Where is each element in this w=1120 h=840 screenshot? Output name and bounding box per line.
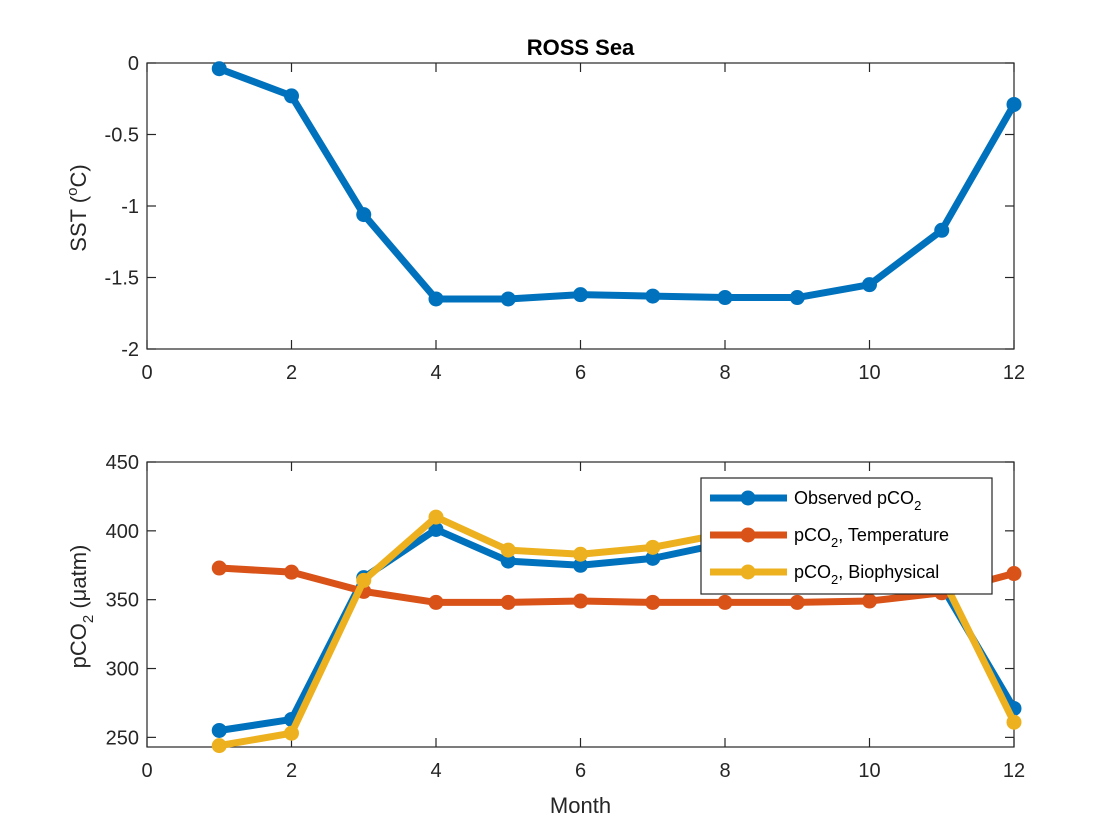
data-point bbox=[284, 564, 299, 580]
data-point bbox=[211, 560, 227, 576]
y-tick-label: -0.5 bbox=[105, 125, 139, 147]
data-point bbox=[645, 539, 661, 555]
data-point bbox=[717, 594, 733, 610]
y-tick-label: 400 bbox=[106, 521, 139, 543]
legend-entry: pCO2, Biophysical bbox=[710, 562, 939, 587]
data-point bbox=[573, 287, 588, 303]
data-point bbox=[428, 509, 444, 525]
x-tick-label: 4 bbox=[430, 362, 441, 384]
y-tick-label: 250 bbox=[106, 727, 139, 749]
data-point bbox=[573, 593, 588, 609]
x-tick-label: 2 bbox=[286, 760, 297, 782]
x-tick-label: 6 bbox=[575, 362, 586, 384]
data-point bbox=[862, 593, 877, 609]
legend-label: pCO2, Temperature bbox=[794, 525, 949, 550]
series-line bbox=[215, 564, 1018, 606]
x-tick-label: 12 bbox=[1003, 362, 1025, 384]
y-tick-label: -1 bbox=[121, 196, 139, 218]
data-point bbox=[645, 594, 661, 610]
x-tick-label: 2 bbox=[286, 362, 297, 384]
legend-label: pCO2, Biophysical bbox=[794, 562, 939, 587]
y-axis-label-main: pCO bbox=[66, 623, 91, 668]
data-point bbox=[428, 594, 444, 610]
y-tick-label: 350 bbox=[106, 590, 139, 612]
series-line bbox=[215, 65, 1018, 303]
data-point bbox=[211, 722, 227, 738]
data-point bbox=[500, 291, 516, 307]
y-axis-label: SST (oC) bbox=[64, 164, 91, 251]
axes-box bbox=[146, 62, 1015, 350]
y-axis-label-sub: 2 bbox=[80, 615, 97, 623]
y-tick-label: 0 bbox=[128, 53, 139, 75]
y-axis-label: pCO2 (μatm) bbox=[66, 545, 97, 669]
legend-swatch-marker bbox=[740, 490, 756, 506]
series-1 bbox=[211, 61, 1022, 307]
legend-label: Observed pCO2 bbox=[794, 488, 921, 513]
data-point bbox=[500, 594, 516, 610]
data-point bbox=[789, 290, 805, 306]
series-2 bbox=[211, 560, 1022, 610]
data-point bbox=[717, 290, 733, 306]
y-axis-label-main: SST ( bbox=[66, 195, 91, 252]
data-point bbox=[645, 550, 661, 566]
data-point bbox=[428, 521, 444, 537]
legend-entry: pCO2, Temperature bbox=[710, 525, 949, 550]
x-tick-label: 0 bbox=[141, 362, 152, 384]
x-tick-label: 10 bbox=[858, 362, 880, 384]
data-point bbox=[1006, 714, 1022, 730]
x-axis-label: Month bbox=[550, 793, 611, 818]
legend-swatch-marker bbox=[740, 564, 756, 580]
y-axis-label-suffix: C) bbox=[66, 164, 91, 187]
y-tick-label: -1.5 bbox=[105, 268, 139, 290]
y-tick-label: -2 bbox=[121, 339, 139, 361]
chart-title: ROSS Sea bbox=[527, 35, 635, 60]
data-point bbox=[428, 291, 444, 307]
x-tick-label: 8 bbox=[719, 362, 730, 384]
data-point bbox=[645, 288, 661, 304]
data-point bbox=[500, 553, 516, 569]
legend-entry: Observed pCO2 bbox=[710, 488, 921, 513]
y-axis-label-suffix: (μatm) bbox=[66, 545, 91, 615]
legend-swatch-marker bbox=[740, 527, 756, 543]
data-point bbox=[211, 61, 227, 77]
data-point bbox=[573, 546, 588, 562]
x-tick-label: 12 bbox=[1003, 760, 1025, 782]
x-tick-label: 4 bbox=[430, 760, 441, 782]
data-point bbox=[573, 557, 588, 573]
data-point bbox=[500, 542, 516, 558]
x-tick-label: 0 bbox=[141, 760, 152, 782]
subplot-1: 0 2 4 6 8 10 12 0 -0.5 -1 -1.5 -2 ROSS Sea SST (oC) bbox=[64, 35, 1025, 384]
data-point bbox=[1006, 96, 1022, 112]
legend: Observed pCO2 pCO2, Temperature pCO2, Biop… bbox=[700, 477, 993, 595]
data-point bbox=[356, 572, 372, 588]
y-tick-label: 450 bbox=[106, 452, 139, 474]
data-point bbox=[862, 277, 877, 293]
data-point bbox=[356, 207, 372, 223]
data-point bbox=[1006, 566, 1022, 582]
data-point bbox=[284, 725, 299, 741]
x-tick-label: 6 bbox=[575, 760, 586, 782]
y-axis-label-sup: o bbox=[64, 188, 81, 196]
x-tick-label: 8 bbox=[719, 760, 730, 782]
data-point bbox=[284, 88, 299, 104]
y-tick-label: 300 bbox=[106, 659, 139, 681]
x-tick-label: 10 bbox=[858, 760, 880, 782]
data-point bbox=[211, 738, 227, 754]
data-point bbox=[789, 594, 805, 610]
data-point bbox=[934, 222, 950, 238]
